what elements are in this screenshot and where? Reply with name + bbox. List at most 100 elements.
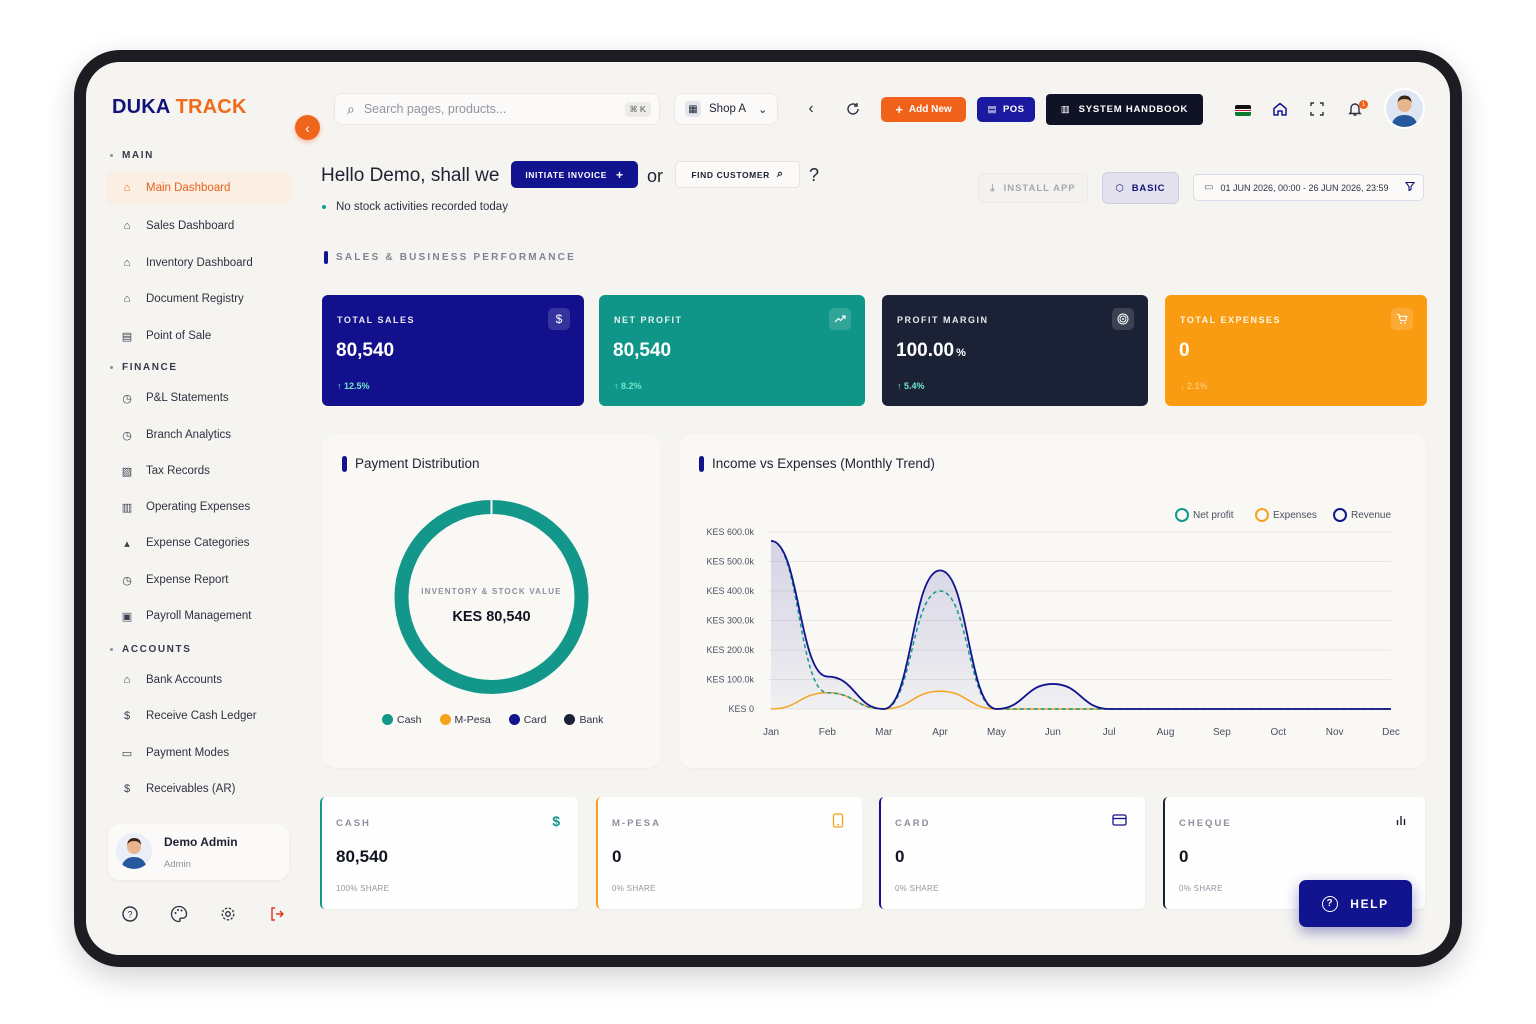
income-line-chart: KES 0 KES 100.0k KES 200.0k KES 300.0k KES 4… [706,527,1400,738]
sidebar-item-receive-cash-ledger[interactable]: $ Receive Cash Ledger [106,699,292,733]
help-button[interactable]: ? HELP [1299,880,1412,927]
trend-up-icon [829,308,851,330]
legend-item-bank[interactable]: Bank [564,714,603,726]
kpi-card-net-profit[interactable]: NET PROFIT 80,540 ↑ 8.2% [599,295,865,406]
legend-item-card[interactable]: Card [508,714,546,726]
profile-avatar[interactable] [1386,90,1423,127]
chevron-down-icon: ⌄ [758,103,768,116]
nav-section-main: MAIN [110,150,154,161]
sidebar-item-inventory-dashboard[interactable]: ⌂ Inventory Dashboard [106,246,292,280]
kpi-card-total-expenses[interactable]: TOTAL EXPENSES 0 ↓ 2.1% [1165,295,1427,406]
cash-icon: ▣ [121,610,133,623]
sidebar-item-pl-statements[interactable]: ◷ P&L Statements [122,392,229,405]
x-tick-label: Dec [1382,727,1400,738]
legend-item-revenue[interactable]: Revenue [1333,508,1391,522]
back-arrow-icon[interactable]: ‹ [808,100,814,117]
fullscreen-icon[interactable] [1306,98,1328,120]
panel-title: Payment Distribution [342,456,480,472]
download-icon: ⤓ [990,182,996,194]
sidebar-item-bank-accounts[interactable]: ⌂ Bank Accounts [106,663,292,697]
initiate-invoice-button[interactable]: INITIATE INVOICE + [511,161,638,188]
sidebar-item-payment-modes[interactable]: ▭ Payment Modes [121,747,230,760]
kenya-flag-icon[interactable] [1235,105,1251,116]
sidebar-item-point-of-sale[interactable]: ▤ Point of Sale [121,330,212,343]
sidebar-item-sales-dashboard[interactable]: ⌂ Sales Dashboard [106,209,292,243]
shop-selector[interactable]: ▦ Shop A ⌄ [674,93,778,125]
legend-item-mpesa[interactable]: M-Pesa [439,714,491,726]
sidebar-item-payroll-management[interactable]: ▣ Payroll Management [121,610,252,623]
plus-icon: + [895,102,903,117]
x-tick-label: Mar [875,727,893,738]
x-tick-label: Oct [1270,727,1286,738]
bank-icon: ⌂ [123,674,131,686]
logout-icon[interactable] [265,902,289,926]
home-icon[interactable] [1269,98,1291,120]
donut-center-label: INVENTORY & STOCK VALUE [421,587,562,596]
payment-mode-card-mpesa[interactable]: M-PESA 0 0% SHARE [596,797,862,909]
stock-activity-note: No stock activities recorded today [322,201,508,213]
donut-legend: Cash M-Pesa Card Bank [382,714,603,726]
sidebar-item-tax-records[interactable]: ▧ Tax Records [121,465,210,478]
y-tick-label: KES 0 [728,704,754,714]
x-tick-label: Jun [1045,727,1061,738]
user-role: Admin [164,859,191,870]
dollar-icon: $ [123,710,131,722]
x-tick-label: Feb [819,727,837,738]
printer-icon: ▤ [121,330,133,343]
x-tick-label: Jul [1103,727,1116,738]
cart-icon [1391,308,1413,330]
notification-badge: 1 [1359,100,1368,109]
palette-icon[interactable] [167,902,191,926]
sidebar-item-branch-analytics[interactable]: ◷ Branch Analytics [122,429,232,442]
avatar [116,833,152,869]
system-handbook-button[interactable]: ▥ SYSTEM HANDBOOK [1046,94,1203,125]
sidebar-item-expense-categories[interactable]: ▴ Expense Categories [106,526,292,560]
help-circle-icon: ? [1322,895,1339,912]
user-name: Demo Admin [164,835,238,849]
find-customer-button[interactable]: FIND CUSTOMER ⌕ [675,161,800,188]
refresh-icon[interactable] [842,98,864,120]
kpi-card-profit-margin[interactable]: PROFIT MARGIN 100.00% ↑ 5.4% [882,295,1148,406]
filter-icon[interactable] [1404,181,1416,194]
payment-mode-card-card[interactable]: CARD 0 0% SHARE [879,797,1145,909]
bell-icon[interactable] [1344,98,1366,120]
x-tick-label: Nov [1326,727,1344,738]
pos-button[interactable]: ▤ POS [977,97,1035,122]
date-range-picker[interactable]: ▭ 01 JUN 2026, 00:00 - 26 JUN 2026, 23:5… [1193,174,1424,201]
search-input[interactable]: ⌕ Search pages, products... ⌘ K [334,93,660,125]
target-icon [1112,308,1134,330]
home-icon: ⌂ [123,293,131,305]
sidebar-item-operating-expenses[interactable]: ▥ Operating Expenses [121,501,251,514]
dollar-icon: $ [548,308,570,330]
help-circle-icon[interactable]: ? [118,902,142,926]
building-icon: ▦ [685,101,701,117]
clock-icon: ◷ [122,429,132,442]
y-tick-label: KES 200.0k [706,645,754,655]
legend-item-net-profit[interactable]: Net profit [1175,508,1234,522]
series-line-net-profit [770,540,1391,710]
sidebar-item-expense-report[interactable]: ◷ Expense Report [122,574,229,587]
user-profile-card[interactable]: Demo Admin Admin [108,824,289,880]
income-expenses-panel: Income vs Expenses (Monthly Trend) Net p… [679,434,1426,768]
add-new-button[interactable]: + Add New [881,97,966,122]
svg-text:?: ? [127,910,132,920]
x-tick-label: Apr [932,727,948,738]
nav-section-accounts: ACCOUNTS [110,644,191,655]
donut-slice-cash [394,500,589,694]
x-tick-label: May [987,727,1006,738]
plan-badge-button[interactable]: ⬡ BASIC [1102,172,1179,204]
y-tick-label: KES 600.0k [706,527,754,537]
gear-icon[interactable] [216,902,240,926]
sidebar-collapse-button[interactable]: ‹ [295,115,320,140]
install-app-button[interactable]: ⤓ INSTALL APP [978,173,1088,203]
kpi-card-total-sales[interactable]: TOTAL SALES 80,540 ↑ 12.5% $ [322,295,584,406]
payment-mode-card-cash[interactable]: CASH 80,540 100% SHARE $ [320,797,578,909]
legend-item-cash[interactable]: Cash [382,714,422,726]
app-logo[interactable]: DUKA TRACK [112,96,247,118]
document-icon: ▥ [121,501,133,514]
sidebar-item-document-registry[interactable]: ⌂ Document Registry [106,282,292,316]
sidebar-item-receivables[interactable]: $ Receivables (AR) [106,772,292,806]
sidebar-item-main-dashboard[interactable]: ⌂ Main Dashboard [106,171,292,205]
clock-icon: ◷ [122,574,132,587]
legend-item-expenses[interactable]: Expenses [1255,508,1317,522]
